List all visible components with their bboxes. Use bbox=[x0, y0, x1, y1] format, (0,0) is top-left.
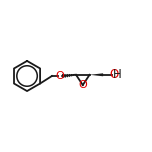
Polygon shape bbox=[90, 73, 103, 76]
Text: O: O bbox=[78, 80, 87, 90]
Text: O: O bbox=[56, 71, 65, 81]
Text: O: O bbox=[109, 68, 118, 81]
Text: H: H bbox=[113, 68, 121, 81]
